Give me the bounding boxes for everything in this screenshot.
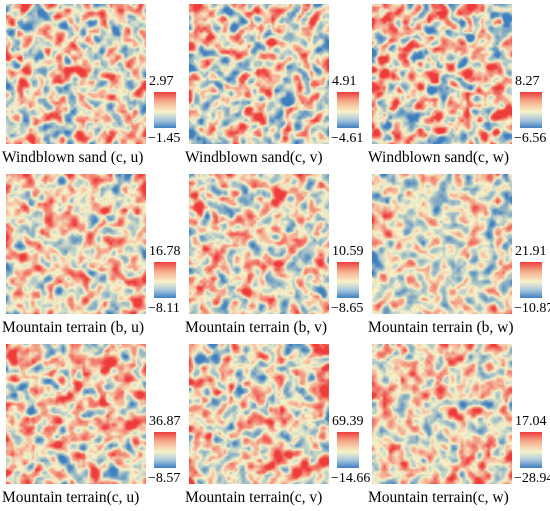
colorbar-max: 21.91 bbox=[515, 244, 547, 259]
colorbar-min: −4.61 bbox=[331, 131, 364, 146]
panel-mountain-terrain-b-w: 21.91 −10.87 Mountain terrain (b, w) bbox=[366, 170, 550, 340]
field-map bbox=[6, 174, 146, 314]
panel-windblown-sand-c-w: 8.27 −6.56 Windblown sand(c, w) bbox=[366, 0, 549, 170]
field-map bbox=[372, 174, 512, 314]
field-map bbox=[189, 174, 329, 314]
colorbar-min: −14.66 bbox=[331, 471, 371, 486]
field-map bbox=[372, 344, 512, 484]
colorbar bbox=[520, 432, 542, 468]
colorbar-max: 8.27 bbox=[515, 74, 540, 89]
colorbar-max: 36.87 bbox=[149, 414, 181, 429]
colorbar-min: −6.56 bbox=[514, 131, 547, 146]
field-map bbox=[189, 344, 329, 484]
colorbar bbox=[520, 262, 542, 298]
panel-mountain-terrain-b-v: 10.59 −8.65 Mountain terrain (b, v) bbox=[183, 170, 366, 340]
colorbar-min: −1.45 bbox=[148, 131, 181, 146]
colorbar-min: −8.65 bbox=[331, 301, 364, 316]
colorbar-min: −28.94 bbox=[514, 471, 550, 486]
colorbar bbox=[154, 92, 176, 128]
panel-caption: Mountain terrain (b, u) bbox=[2, 319, 145, 336]
colorbar-max: 10.59 bbox=[332, 244, 364, 259]
colorbar-min: −10.87 bbox=[514, 301, 550, 316]
panel-mountain-terrain-b-u: 16.78 −8.11 Mountain terrain (b, u) bbox=[0, 170, 183, 340]
colorbar-max: 17.04 bbox=[515, 414, 547, 429]
colorbar-max: 16.78 bbox=[149, 244, 181, 259]
colorbar-max: 2.97 bbox=[149, 74, 174, 89]
colorbar bbox=[337, 92, 359, 128]
field-map bbox=[189, 4, 329, 144]
panel-caption: Windblown sand(c, v) bbox=[185, 149, 323, 166]
panel-caption: Windblown sand (c, u) bbox=[2, 149, 144, 166]
colorbar bbox=[154, 262, 176, 298]
colorbar-max: 4.91 bbox=[332, 74, 357, 89]
field-map bbox=[6, 344, 146, 484]
panel-caption: Mountain terrain(c, w) bbox=[368, 489, 509, 506]
panel-windblown-sand-c-v: 4.91 −4.61 Windblown sand(c, v) bbox=[183, 0, 366, 170]
panel-windblown-sand-c-u: 2.97 −1.45 Windblown sand (c, u) bbox=[0, 0, 183, 170]
panel-caption: Windblown sand(c, w) bbox=[368, 149, 509, 166]
colorbar-max: 69.39 bbox=[332, 414, 364, 429]
panel-mountain-terrain-c-u: 36.87 −8.57 Mountain terrain(c, u) bbox=[0, 340, 183, 510]
panel-caption: Mountain terrain(c, u) bbox=[2, 489, 140, 506]
field-map bbox=[372, 4, 512, 144]
colorbar bbox=[520, 92, 542, 128]
panel-caption: Mountain terrain (b, v) bbox=[185, 319, 328, 336]
colorbar-min: −8.57 bbox=[148, 471, 181, 486]
panel-caption: Mountain terrain(c, v) bbox=[185, 489, 323, 506]
panel-mountain-terrain-c-w: 17.04 −28.94 Mountain terrain(c, w) bbox=[366, 340, 550, 510]
colorbar bbox=[154, 432, 176, 468]
colorbar bbox=[337, 262, 359, 298]
colorbar-min: −8.11 bbox=[148, 301, 180, 316]
field-map bbox=[6, 4, 146, 144]
panel-mountain-terrain-c-v: 69.39 −14.66 Mountain terrain(c, v) bbox=[183, 340, 370, 510]
panel-caption: Mountain terrain (b, w) bbox=[368, 319, 514, 336]
colorbar bbox=[337, 432, 359, 468]
